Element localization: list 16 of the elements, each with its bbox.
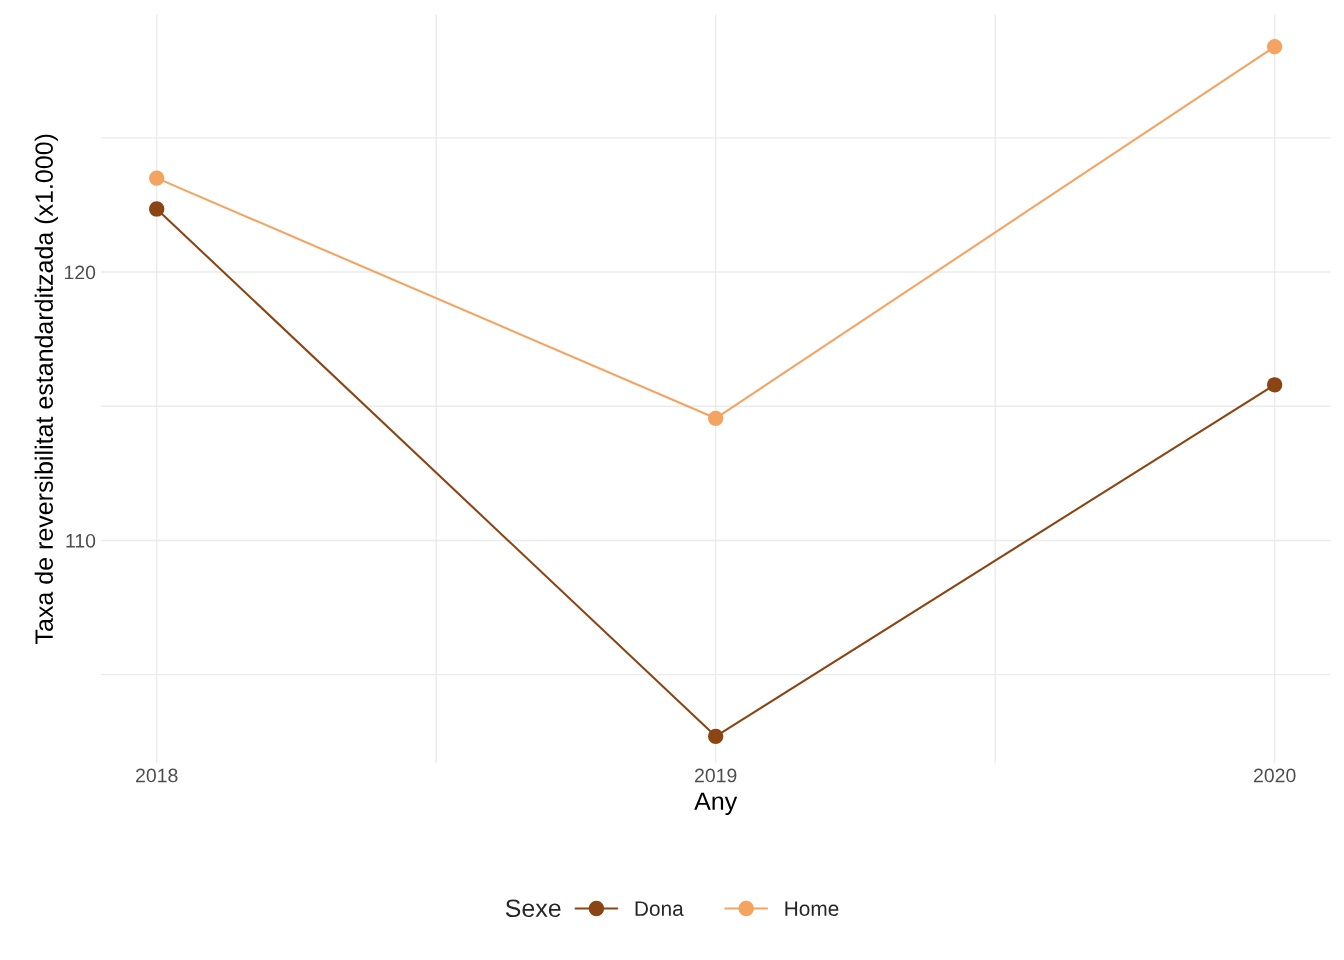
legend-label: Home [785,901,839,916]
y-axis-title: Taxa de reversibilitat estandarditzada (x1.000) [34,134,58,644]
x-axis-title: Any [694,792,738,816]
point [1267,377,1283,393]
point [708,410,724,426]
x-tick-label: 2018 [136,768,178,783]
point [149,170,165,186]
legend-title: Sexe [505,899,561,918]
x-tick-label: 2020 [1254,768,1296,783]
y-tick-label: 110 [66,533,96,548]
legend-label: Dona [635,901,684,916]
point [1267,38,1283,55]
point [708,728,724,744]
y-tick-label: 120 [64,265,96,280]
point [149,201,165,217]
x-tick-label: 2019 [695,768,737,783]
